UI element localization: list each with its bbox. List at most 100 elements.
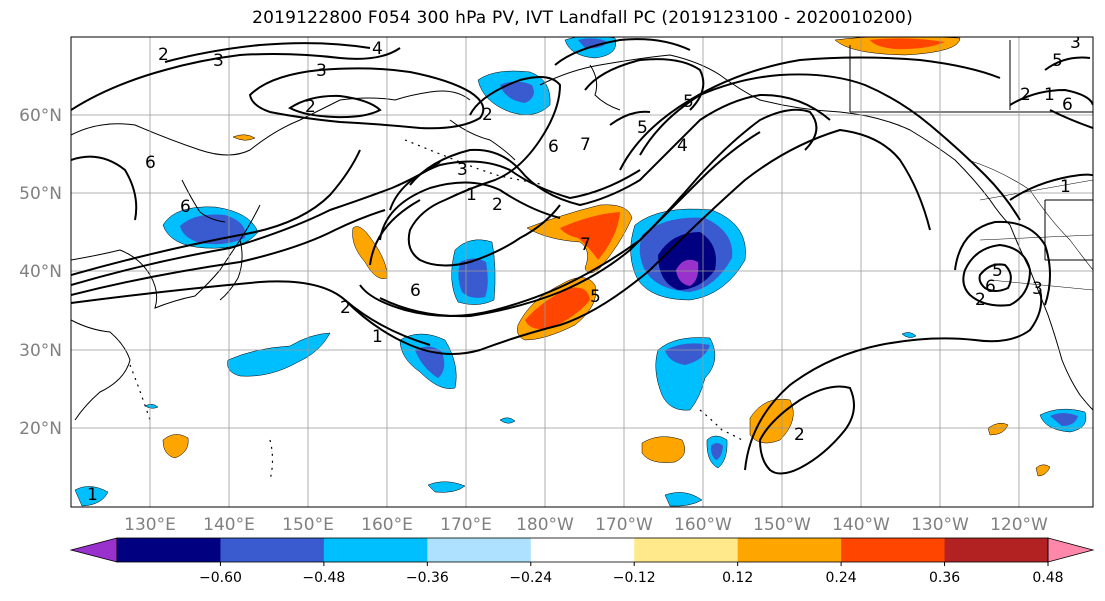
lon-label: 130°W bbox=[911, 515, 969, 535]
longitude-labels: 130°E 140°E 150°E 160°E 170°E 180°W 170°… bbox=[124, 515, 1048, 535]
lon-label: 180°W bbox=[516, 515, 574, 535]
contour-label: 6 bbox=[410, 281, 421, 301]
colorbar-frame bbox=[116, 537, 1049, 563]
contour-label: 5 bbox=[683, 92, 694, 112]
lat-label-20n: 20°N bbox=[19, 419, 62, 439]
contour-label: 2 bbox=[305, 97, 316, 117]
shade-southwest-negative bbox=[74, 486, 109, 507]
contour-label: 3 bbox=[213, 51, 224, 71]
shade-hawaii-negative bbox=[706, 435, 728, 469]
shade-california-negative bbox=[1039, 408, 1087, 433]
contour-label: 2 bbox=[482, 105, 493, 125]
contour-label: 6 bbox=[548, 137, 559, 157]
colorbar-segment bbox=[427, 538, 532, 562]
shade-baja-positive bbox=[1035, 464, 1051, 477]
contour-label: 5 bbox=[992, 261, 1003, 281]
lat-label-60n: 60°N bbox=[19, 106, 62, 126]
colorbar-tick-label: −0.60 bbox=[199, 570, 242, 586]
contour-label: 1 bbox=[372, 327, 383, 347]
shade-west-subtropical-negative bbox=[227, 332, 331, 377]
shade-hawaii-north-negative bbox=[655, 337, 716, 411]
lon-label: 140°W bbox=[832, 515, 890, 535]
lon-label: 150°E bbox=[282, 515, 334, 535]
shade-small-negative-b bbox=[499, 417, 516, 424]
colorbar-tick-label: 0.12 bbox=[722, 570, 753, 586]
contour-label: 6 bbox=[180, 197, 191, 217]
colorbar-max-extension bbox=[1047, 537, 1095, 563]
colorbar-tick-labels: −0.60 −0.48 −0.36 −0.24 −0.12 0.12 0.24 0.36 0.4… bbox=[199, 562, 1064, 586]
colorbar-tick-label: −0.36 bbox=[406, 570, 449, 586]
shade-alaska-positive bbox=[834, 37, 961, 56]
contour-label: 5 bbox=[637, 118, 648, 138]
colorbar-segment bbox=[323, 538, 428, 562]
lon-label: 160°E bbox=[361, 515, 413, 535]
colorbar-segment bbox=[634, 538, 739, 562]
shade-west-positive bbox=[162, 434, 189, 459]
colorbar-tick-label: 0.48 bbox=[1032, 570, 1063, 586]
shade-mexico-positive bbox=[987, 422, 1009, 436]
shade-hawaii-positive bbox=[641, 436, 686, 463]
contour-label: 5 bbox=[1052, 51, 1063, 71]
lon-label: 140°E bbox=[203, 515, 255, 535]
colorbar-tick-label: −0.24 bbox=[509, 570, 552, 586]
colorbar-min-extension bbox=[69, 537, 118, 563]
colorbar-segment bbox=[530, 538, 635, 562]
contour-label: 3 bbox=[1032, 279, 1043, 299]
colorbar-tick-label: −0.48 bbox=[302, 570, 345, 586]
contour-label: 2 bbox=[1020, 85, 1031, 105]
colorbar-segment bbox=[220, 538, 325, 562]
shade-small-negative-c bbox=[901, 332, 917, 338]
shade-okhotsk-negative bbox=[477, 70, 551, 116]
contour-label: 7 bbox=[580, 235, 591, 255]
shade-south-negative-a bbox=[427, 481, 466, 493]
colorbar-segment bbox=[841, 538, 946, 562]
lat-label-30n: 30°N bbox=[19, 341, 62, 361]
colorbar bbox=[69, 537, 1095, 563]
colorbar-tick-label: −0.12 bbox=[613, 570, 656, 586]
island-chains bbox=[129, 139, 743, 481]
contour-label: 3 bbox=[316, 61, 327, 81]
shade-dateline-negative bbox=[451, 239, 496, 305]
contour-label: 4 bbox=[677, 136, 688, 156]
contour-label: 1 bbox=[466, 185, 477, 205]
contour-label: 5 bbox=[590, 287, 601, 307]
shade-gulf-negative-core bbox=[630, 208, 746, 301]
colorbar-tick-label: 0.24 bbox=[826, 570, 857, 586]
contour-label: 1 bbox=[87, 485, 98, 505]
contour-label: 2 bbox=[158, 45, 169, 65]
pv-contours bbox=[71, 38, 1093, 475]
colorbar-segment bbox=[737, 538, 842, 562]
lon-label: 160°W bbox=[674, 515, 732, 535]
colorbar-tick-label: 0.36 bbox=[929, 570, 960, 586]
shade-jet-positive-north bbox=[526, 204, 633, 274]
contour-label: 6 bbox=[985, 277, 996, 297]
contour-label: 1 bbox=[1044, 85, 1055, 105]
colorbar-segment bbox=[944, 538, 1049, 562]
contour-labels: 2 3 4 3 2 2 6 3 1 2 6 7 5 4 5 6 2 1 6 7 … bbox=[87, 33, 1081, 505]
contour-label: 1 bbox=[1060, 177, 1071, 197]
latitude-labels: 60°N 50°N 40°N 30°N 20°N bbox=[19, 106, 62, 439]
lat-label-50n: 50°N bbox=[19, 184, 62, 204]
lon-label: 150°W bbox=[753, 515, 811, 535]
contour-label: 2 bbox=[340, 298, 351, 318]
lat-label-40n: 40°N bbox=[19, 262, 62, 282]
lon-label: 170°E bbox=[440, 515, 492, 535]
map-frame bbox=[70, 36, 1094, 508]
lon-label: 170°W bbox=[595, 515, 653, 535]
lon-label: 120°W bbox=[990, 515, 1048, 535]
colorbar-segment bbox=[117, 538, 221, 562]
contour-label: 3 bbox=[1070, 33, 1081, 53]
contour-label: 6 bbox=[1062, 95, 1073, 115]
lon-label: 130°E bbox=[124, 515, 176, 535]
contour-label: 7 bbox=[580, 135, 591, 155]
contour-label: 6 bbox=[145, 153, 156, 173]
contour-label: 2 bbox=[794, 425, 805, 445]
contour-label: 2 bbox=[975, 290, 986, 310]
shade-small-negative-a bbox=[144, 404, 159, 409]
shade-small-positive bbox=[232, 134, 256, 141]
shade-jet-positive-south bbox=[517, 277, 597, 341]
shade-south-negative-b bbox=[664, 492, 703, 507]
contour-label: 2 bbox=[492, 195, 503, 215]
contour-label: 3 bbox=[457, 160, 468, 180]
